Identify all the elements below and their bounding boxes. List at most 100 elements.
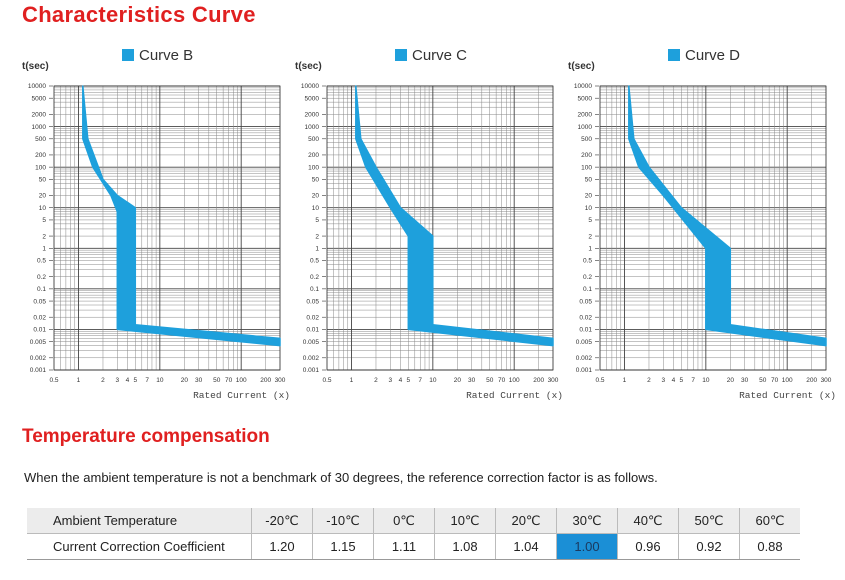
coef-cell: 0.92 <box>678 533 740 560</box>
y-tick-label: 5 <box>315 217 319 224</box>
y-tick-label: 500 <box>35 136 46 143</box>
y-tick-label: 20 <box>39 193 47 200</box>
y-tick-label: 0.5 <box>583 258 592 265</box>
x-axis-label: Rated Current (x) <box>193 390 290 401</box>
y-tick-label: 0.005 <box>576 339 593 346</box>
x-tick-label: 5 <box>134 377 138 384</box>
legend-swatch <box>668 49 680 61</box>
x-tick-label: 70 <box>771 377 779 384</box>
y-tick-label: 0.01 <box>33 327 46 334</box>
x-tick-label: 30 <box>741 377 749 384</box>
temp-cell: -20℃ <box>251 508 313 534</box>
x-tick-label: 20 <box>181 377 189 384</box>
x-tick-label: 0.5 <box>49 377 58 384</box>
y-tick-label: 10 <box>585 205 593 212</box>
y-tick-label: 0.1 <box>310 286 319 293</box>
x-tick-label: 50 <box>213 377 221 384</box>
temp-cell: 0℃ <box>373 508 435 534</box>
x-tick-label: 7 <box>418 377 422 384</box>
y-tick-label: 0.005 <box>30 339 47 346</box>
x-tick-label: 4 <box>399 377 403 384</box>
y-tick-label: 2 <box>588 233 592 240</box>
coef-cell: 1.15 <box>312 533 374 560</box>
x-tick-label: 0.5 <box>322 377 331 384</box>
x-tick-label: 10 <box>156 377 164 384</box>
y-tick-label: 0.2 <box>310 274 319 281</box>
x-tick-label: 100 <box>782 377 793 384</box>
y-tick-label: 10000 <box>574 83 592 90</box>
y-tick-label: 100 <box>581 164 592 171</box>
y-tick-label: 2000 <box>578 112 593 119</box>
x-tick-label: 70 <box>225 377 233 384</box>
page-title: Characteristics Curve <box>22 2 256 27</box>
y-tick-label: 1000 <box>578 124 593 131</box>
x-tick-label: 4 <box>672 377 676 384</box>
y-tick-label: 2000 <box>305 112 320 119</box>
y-tick-label: 1 <box>315 245 319 252</box>
y-tick-label: 100 <box>308 164 319 171</box>
y-tick-label: 0.001 <box>576 367 593 374</box>
x-tick-label: 2 <box>647 377 651 384</box>
y-axis-label: t(sec) <box>568 61 595 72</box>
curve-d-chart: Curve D t(sec) 10000 5000 2000 1000 500 200 100 5… <box>556 42 845 412</box>
y-tick-label: 20 <box>312 193 320 200</box>
y-tick-label: 5000 <box>305 95 320 102</box>
x-tick-label: 7 <box>145 377 149 384</box>
x-tick-label: 1 <box>623 377 627 384</box>
y-tick-label: 50 <box>585 177 593 184</box>
y-tick-label: 1000 <box>32 124 47 131</box>
y-tick-label: 200 <box>308 152 319 159</box>
x-tick-label: 20 <box>727 377 735 384</box>
temp-cell: 10℃ <box>434 508 496 534</box>
y-tick-label: 20 <box>585 193 593 200</box>
y-tick-label: 0.2 <box>583 274 592 281</box>
x-tick-label: 200 <box>806 377 817 384</box>
y-tick-label: 10000 <box>28 83 46 90</box>
y-tick-label: 0.001 <box>303 367 320 374</box>
y-tick-label: 500 <box>581 136 592 143</box>
temperature-row: Ambient Temperature -20℃ -10℃ 0℃ 10℃ 20℃… <box>27 508 800 534</box>
y-tick-label: 0.001 <box>30 367 47 374</box>
x-tick-label: 1 <box>77 377 81 384</box>
temp-cell: 20℃ <box>495 508 557 534</box>
coefficient-row-label: Current Correction Coefficient <box>27 533 252 560</box>
y-tick-label: 1 <box>42 245 46 252</box>
y-tick-label: 200 <box>35 152 46 159</box>
curve-c-chart: Curve C t(sec) 10000 5000 2000 1000 500 200 100 5… <box>283 42 573 412</box>
curve-b-svg: Curve B t(sec) 10000 5000 2000 1000 500 200 100 5… <box>22 47 290 401</box>
y-tick-label: 2 <box>315 233 319 240</box>
x-tick-label: 100 <box>509 377 520 384</box>
x-tick-label: 10 <box>702 377 710 384</box>
y-tick-label: 0.005 <box>303 339 320 346</box>
coef-cell: 1.04 <box>495 533 557 560</box>
y-tick-label: 0.002 <box>576 355 593 362</box>
coefficient-row: Current Correction Coefficient 1.20 1.15… <box>27 533 800 560</box>
x-tick-label: 3 <box>115 377 119 384</box>
x-tick-label: 7 <box>691 377 695 384</box>
coef-cell: 1.20 <box>251 533 313 560</box>
coef-cell: 1.11 <box>373 533 435 560</box>
y-tick-label: 0.1 <box>583 286 592 293</box>
x-tick-label: 30 <box>195 377 203 384</box>
y-tick-label: 0.02 <box>33 314 46 321</box>
y-tick-label: 0.1 <box>37 286 46 293</box>
coef-cell: 0.88 <box>739 533 800 560</box>
y-tick-label: 100 <box>35 164 46 171</box>
plot-frame <box>326 85 554 371</box>
temp-section-title: Temperature compensation <box>22 426 270 447</box>
x-tick-label: 2 <box>374 377 378 384</box>
x-axis-label: Rated Current (x) <box>466 390 563 401</box>
y-tick-label: 5 <box>588 217 592 224</box>
y-tick-label: 10 <box>39 205 47 212</box>
trip-curve-band <box>82 85 281 347</box>
y-tick-label: 0.002 <box>30 355 47 362</box>
x-tick-label: 2 <box>101 377 105 384</box>
legend-swatch <box>122 49 134 61</box>
y-tick-label: 2000 <box>32 112 47 119</box>
x-tick-label: 200 <box>533 377 544 384</box>
y-axis-label: t(sec) <box>295 61 322 72</box>
temp-cell: -10℃ <box>312 508 374 534</box>
x-tick-label: 5 <box>407 377 411 384</box>
x-tick-label: 70 <box>498 377 506 384</box>
coef-cell: 0.96 <box>617 533 679 560</box>
